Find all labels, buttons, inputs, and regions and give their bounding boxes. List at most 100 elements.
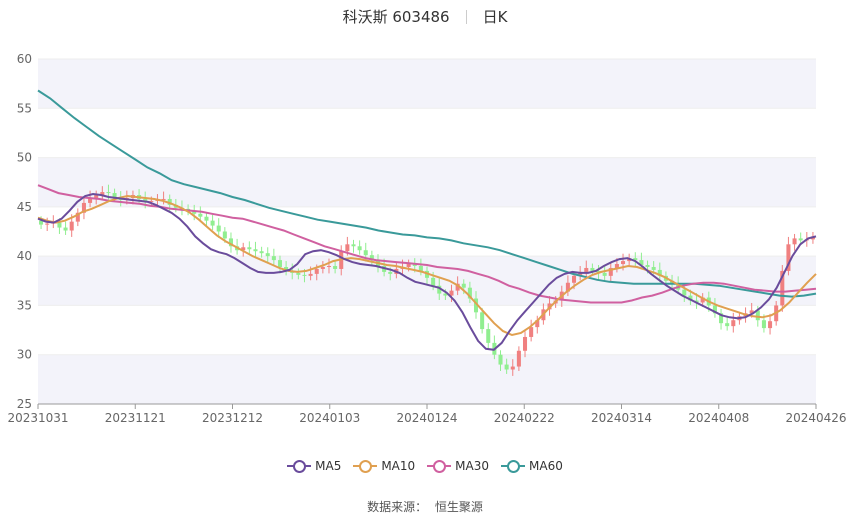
candle-body	[222, 231, 227, 239]
candle-body	[333, 266, 338, 269]
x-tick-label: 20240124	[396, 411, 457, 425]
chart-title: 科沃斯 603486 日K	[0, 6, 850, 27]
candle-body	[786, 244, 791, 271]
candle-body	[755, 310, 760, 321]
candle-body	[522, 336, 528, 351]
candle-body	[406, 264, 411, 267]
candle-body	[572, 275, 577, 283]
candle-body	[694, 300, 699, 303]
gridlines	[38, 58, 816, 405]
candle-body	[682, 289, 687, 296]
y-tick-label: 35	[17, 298, 32, 312]
x-tick-label: 20240314	[591, 411, 652, 425]
candle-body	[277, 260, 282, 267]
candle-body	[167, 198, 172, 205]
candle-body	[798, 238, 803, 241]
legend-item-ma10[interactable]: MA10	[353, 459, 415, 473]
legend-label: MA60	[529, 459, 563, 473]
x-tick-label: 20240222	[494, 411, 555, 425]
candle-body	[504, 364, 509, 370]
candle-body	[94, 195, 99, 198]
candle-body	[621, 261, 626, 265]
candle-body	[719, 313, 724, 324]
legend-circle	[507, 460, 521, 473]
candle-body	[363, 250, 368, 256]
legend-label: MA5	[315, 459, 342, 473]
candle-body	[473, 298, 479, 313]
candle-body	[431, 277, 436, 286]
candle-body	[302, 274, 307, 276]
candle-body	[461, 283, 466, 288]
ma30-line	[37, 184, 817, 304]
x-tick-label: 20231031	[7, 411, 68, 425]
candle-body	[247, 247, 252, 250]
candle-body	[320, 266, 325, 269]
candle-body	[529, 327, 534, 337]
candle-body	[284, 266, 289, 271]
candle-body	[296, 272, 301, 275]
candle-body	[712, 305, 717, 314]
candle-body	[39, 220, 44, 225]
candle-body	[314, 268, 319, 274]
candle-body	[412, 264, 417, 266]
candle-body	[498, 354, 503, 365]
candle-body	[639, 260, 644, 266]
grid-band	[38, 354, 816, 404]
candle-body	[253, 249, 258, 252]
x-tick-label: 20240408	[688, 411, 749, 425]
candle-body	[725, 323, 730, 327]
stock-name-code: 科沃斯 603486	[342, 8, 450, 26]
legend-item-ma60[interactable]: MA60	[501, 459, 563, 473]
candle-body	[57, 222, 62, 228]
candle-body	[645, 265, 650, 267]
x-axis: 20231031 20231121 20231212 20240103 20240124…	[7, 403, 847, 425]
grid-band	[38, 157, 816, 207]
candle-body	[486, 329, 491, 343]
candle-body	[602, 272, 607, 276]
candle-body	[467, 287, 472, 299]
candle-body	[633, 258, 638, 261]
legend-circle	[293, 460, 307, 473]
candle-body	[418, 266, 423, 271]
candle-body	[749, 310, 754, 314]
candle-body	[700, 297, 705, 303]
candle-body	[731, 320, 736, 327]
candle-body	[369, 255, 374, 261]
candle-body	[192, 210, 197, 214]
y-axis: 25 30 35 40 45 50 55 60	[17, 52, 32, 411]
legend-item-ma30[interactable]: MA30	[427, 459, 489, 473]
y-tick-label: 30	[17, 348, 32, 362]
candle-body	[112, 193, 117, 197]
legend-marker	[353, 459, 378, 473]
candle-body	[210, 220, 215, 226]
candle-body	[345, 244, 350, 252]
candle-body	[45, 223, 50, 225]
period-label: 日K	[482, 8, 508, 26]
legend-item-ma5[interactable]: MA5	[287, 459, 341, 473]
candle-body	[241, 247, 246, 251]
y-tick-label: 55	[17, 101, 32, 115]
candle-body	[75, 212, 80, 222]
source-name: 恒生聚源	[434, 500, 483, 514]
x-tick-label: 20240103	[299, 411, 360, 425]
legend-circle	[433, 460, 447, 473]
candle-body	[161, 198, 166, 200]
grid-band	[38, 59, 816, 109]
candle-body	[688, 295, 693, 301]
candle-body	[308, 273, 313, 276]
ma5-line	[37, 192, 817, 351]
candle-body	[149, 200, 154, 202]
candle-body	[657, 269, 662, 276]
candle-body	[271, 256, 276, 261]
legend-marker	[501, 459, 526, 473]
y-tick-label: 60	[17, 52, 32, 66]
ma10-line	[37, 194, 817, 337]
candle-body	[326, 266, 332, 267]
candle-body	[106, 192, 111, 194]
candle-body	[228, 238, 233, 247]
candle-body	[143, 198, 148, 202]
ma60-line	[37, 89, 817, 298]
y-tick-label: 50	[17, 151, 32, 165]
candle-body	[455, 283, 460, 291]
